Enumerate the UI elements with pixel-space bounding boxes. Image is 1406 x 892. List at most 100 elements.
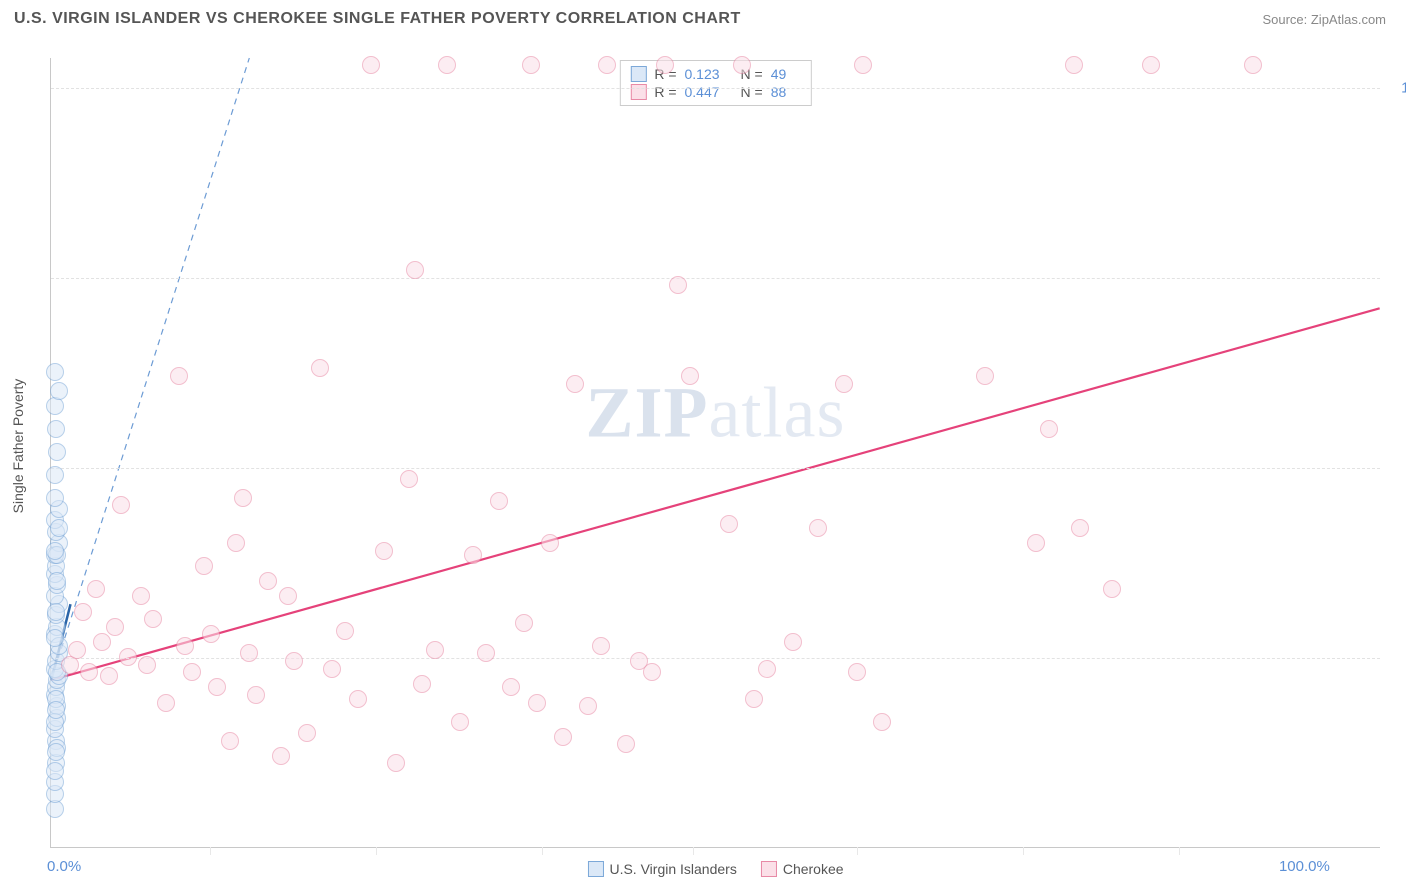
scatter-point <box>1065 56 1083 74</box>
scatter-point <box>323 660 341 678</box>
scatter-point <box>464 546 482 564</box>
legend-swatch <box>761 861 777 877</box>
x-tick <box>542 847 543 855</box>
scatter-point <box>976 367 994 385</box>
scatter-point <box>132 587 150 605</box>
scatter-point <box>387 754 405 772</box>
scatter-point <box>46 397 64 415</box>
scatter-point <box>515 614 533 632</box>
trend-lines <box>51 58 1380 847</box>
gridline <box>51 468 1380 469</box>
scatter-point <box>490 492 508 510</box>
scatter-point <box>1027 534 1045 552</box>
scatter-point <box>47 420 65 438</box>
legend-item: U.S. Virgin Islanders <box>587 861 736 877</box>
scatter-point <box>1040 420 1058 438</box>
scatter-point <box>406 261 424 279</box>
scatter-point <box>579 697 597 715</box>
scatter-point <box>234 489 252 507</box>
scatter-point <box>46 762 64 780</box>
scatter-point <box>47 701 65 719</box>
scatter-point <box>643 663 661 681</box>
scatter-point <box>669 276 687 294</box>
legend-stats: R =0.123N =49R =0.447N =88 <box>619 60 811 106</box>
scatter-point <box>119 648 137 666</box>
scatter-point <box>848 663 866 681</box>
scatter-point <box>400 470 418 488</box>
scatter-point <box>1071 519 1089 537</box>
scatter-point <box>522 56 540 74</box>
scatter-point <box>451 713 469 731</box>
chart-title: U.S. VIRGIN ISLANDER VS CHEROKEE SINGLE … <box>14 10 741 28</box>
scatter-point <box>50 519 68 537</box>
scatter-point <box>227 534 245 552</box>
scatter-point <box>46 542 64 560</box>
scatter-point <box>438 56 456 74</box>
x-tick <box>1023 847 1024 855</box>
watermark: ZIPatlas <box>586 372 846 455</box>
scatter-point <box>221 732 239 750</box>
scatter-point <box>656 56 674 74</box>
scatter-point <box>93 633 111 651</box>
legend-swatch <box>587 861 603 877</box>
scatter-point <box>240 644 258 662</box>
scatter-point <box>285 652 303 670</box>
scatter-point <box>100 667 118 685</box>
scatter-point <box>720 515 738 533</box>
scatter-point <box>144 610 162 628</box>
scatter-point <box>1244 56 1262 74</box>
x-tick-label: 100.0% <box>1279 858 1330 875</box>
scatter-point <box>336 622 354 640</box>
scatter-point <box>80 663 98 681</box>
scatter-point <box>311 359 329 377</box>
scatter-chart: ZIPatlas R =0.123N =49R =0.447N =88 U.S.… <box>50 58 1380 848</box>
scatter-point <box>47 603 65 621</box>
scatter-point <box>272 747 290 765</box>
scatter-point <box>502 678 520 696</box>
scatter-point <box>46 489 64 507</box>
x-tick-label: 0.0% <box>47 858 81 875</box>
scatter-point <box>50 382 68 400</box>
scatter-point <box>138 656 156 674</box>
legend-swatch <box>630 66 646 82</box>
y-tick-label: 75.0% <box>1384 270 1406 287</box>
scatter-point <box>681 367 699 385</box>
gridline <box>51 278 1380 279</box>
scatter-point <box>106 618 124 636</box>
scatter-point <box>279 587 297 605</box>
scatter-point <box>74 603 92 621</box>
gridline <box>51 88 1380 89</box>
x-tick <box>376 847 377 855</box>
chart-header: U.S. VIRGIN ISLANDER VS CHEROKEE SINGLE … <box>0 0 1406 36</box>
scatter-point <box>48 443 66 461</box>
scatter-point <box>208 678 226 696</box>
scatter-point <box>477 644 495 662</box>
scatter-point <box>176 637 194 655</box>
scatter-point <box>758 660 776 678</box>
x-tick <box>693 847 694 855</box>
scatter-point <box>362 56 380 74</box>
scatter-point <box>170 367 188 385</box>
chart-source: Source: ZipAtlas.com <box>1262 12 1386 27</box>
scatter-point <box>46 466 64 484</box>
legend-swatch <box>630 84 646 100</box>
scatter-point <box>554 728 572 746</box>
scatter-point <box>426 641 444 659</box>
scatter-point <box>202 625 220 643</box>
scatter-point <box>349 690 367 708</box>
scatter-point <box>809 519 827 537</box>
scatter-point <box>784 633 802 651</box>
y-tick-label: 50.0% <box>1384 460 1406 477</box>
scatter-point <box>617 735 635 753</box>
y-axis-label: Single Father Poverty <box>10 379 26 514</box>
scatter-point <box>541 534 559 552</box>
x-tick <box>210 847 211 855</box>
scatter-point <box>48 572 66 590</box>
scatter-point <box>566 375 584 393</box>
scatter-point <box>195 557 213 575</box>
scatter-point <box>157 694 175 712</box>
scatter-point <box>46 629 64 647</box>
scatter-point <box>112 496 130 514</box>
scatter-point <box>598 56 616 74</box>
scatter-point <box>1142 56 1160 74</box>
